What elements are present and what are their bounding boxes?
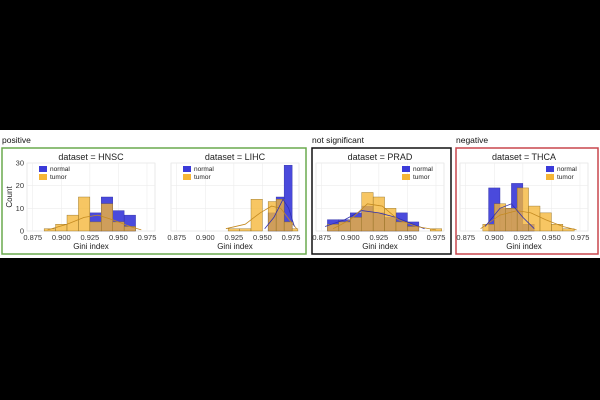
bar-tumor	[551, 223, 564, 232]
x-tick-label: 0.975	[282, 233, 301, 242]
legend-label-tumor: tumor	[50, 174, 67, 181]
legend-label-normal: normal	[413, 166, 433, 173]
panel-1: 0.875 0.900 0.925 0.950 0.975 dataset = LIHC G…	[167, 152, 300, 251]
x-tick-label: 0.925	[80, 233, 99, 242]
legend-swatch-tumor	[402, 174, 410, 180]
bar-tumor	[283, 221, 293, 232]
panel-title: dataset = PRAD	[348, 152, 413, 162]
bar-tumor	[516, 187, 529, 232]
kde-curve-normal	[484, 203, 535, 229]
legend-swatch-tumor	[183, 174, 191, 180]
group-frame-0	[1, 147, 307, 255]
panel-2: 0.875 0.900 0.925 0.950 0.975 dataset = PRAD G…	[312, 152, 445, 251]
group-label-0: positive	[2, 135, 31, 145]
bar-tumor	[89, 221, 102, 232]
bar-tumor	[350, 217, 362, 232]
x-tick-label: 0.925	[224, 233, 243, 242]
kde-curve-tumor	[225, 205, 298, 230]
legend-swatch-tumor	[39, 174, 47, 180]
bar-tumor	[528, 205, 541, 232]
bar-tumor	[55, 223, 68, 232]
x-tick-label: 0.925	[369, 233, 388, 242]
bar-tumor	[384, 208, 397, 232]
bar-tumor	[291, 228, 299, 232]
y-tick-label: 0	[20, 227, 24, 236]
bar-tumor	[78, 196, 91, 232]
legend-label-normal: normal	[557, 166, 577, 173]
x-axis-label: Gini index	[362, 242, 398, 251]
bar-tumor	[482, 223, 495, 232]
legend-label-tumor: tumor	[413, 174, 430, 181]
legend-swatch-normal	[402, 166, 410, 172]
group-frame-2	[455, 147, 599, 255]
legend-label-normal: normal	[50, 166, 70, 173]
x-axis-label: Gini index	[73, 242, 109, 251]
bar-tumor	[275, 199, 285, 232]
x-tick-label: 0.900	[341, 233, 360, 242]
kde-curve-tumor	[480, 210, 577, 231]
x-tick-label: 0.950	[398, 233, 417, 242]
bar-tumor	[407, 226, 420, 232]
legend-swatch-normal	[183, 166, 191, 172]
x-axis-label: Gini index	[217, 242, 253, 251]
x-tick-label: 0.950	[109, 233, 128, 242]
y-tick-label: 20	[16, 181, 24, 190]
bar-normal	[283, 165, 293, 232]
panel-0: 0.875 0.900 0.925 0.950 0.975 0 10 20 30 dataset …	[5, 152, 156, 251]
x-tick-label: 0.975	[427, 233, 446, 242]
legend-label-normal: normal	[194, 166, 214, 173]
group-label-2: negative	[456, 135, 488, 145]
kde-curve-normal	[324, 210, 425, 230]
bar-tumor	[539, 212, 552, 232]
y-axis-label: Count	[5, 186, 14, 208]
x-tick-label: 0.875	[312, 233, 331, 242]
x-tick-label: 0.975	[571, 233, 590, 242]
x-tick-label: 0.975	[138, 233, 157, 242]
y-tick-label: 10	[16, 204, 24, 213]
legend-swatch-tumor	[546, 174, 554, 180]
x-tick-label: 0.875	[456, 233, 475, 242]
x-tick-label: 0.875	[23, 233, 42, 242]
x-tick-label: 0.900	[485, 233, 504, 242]
bar-tumor	[66, 214, 79, 232]
y-tick-label: 30	[16, 159, 24, 168]
group-frame-1	[311, 147, 452, 255]
bar-tumor	[227, 228, 240, 232]
panel-title: dataset = HNSC	[58, 152, 124, 162]
legend-swatch-normal	[546, 166, 554, 172]
x-tick-label: 0.950	[253, 233, 272, 242]
bar-tumor	[562, 228, 575, 232]
panel-3: 0.875 0.900 0.925 0.950 0.975 dataset = THCA G…	[456, 152, 589, 251]
bar-tumor	[239, 228, 252, 232]
x-tick-label: 0.875	[167, 233, 186, 242]
panel-title: dataset = THCA	[492, 152, 556, 162]
bar-tumor	[395, 221, 408, 232]
x-tick-label: 0.950	[542, 233, 561, 242]
legend-swatch-normal	[39, 166, 47, 172]
kde-curve-normal	[264, 198, 295, 229]
x-tick-label: 0.900	[52, 233, 71, 242]
panel-title: dataset = LIHC	[205, 152, 266, 162]
bar-tumor	[123, 226, 136, 232]
group-label-1: not significant	[312, 135, 365, 145]
x-axis-label: Gini index	[506, 242, 542, 251]
kde-curve-tumor	[47, 214, 142, 231]
x-tick-label: 0.925	[513, 233, 532, 242]
bar-tumor	[101, 203, 113, 232]
legend-label-tumor: tumor	[194, 174, 211, 181]
x-tick-label: 0.900	[196, 233, 215, 242]
kde-curve-tumor	[332, 203, 437, 231]
bar-tumor	[338, 221, 351, 232]
legend-label-tumor: tumor	[557, 174, 574, 181]
